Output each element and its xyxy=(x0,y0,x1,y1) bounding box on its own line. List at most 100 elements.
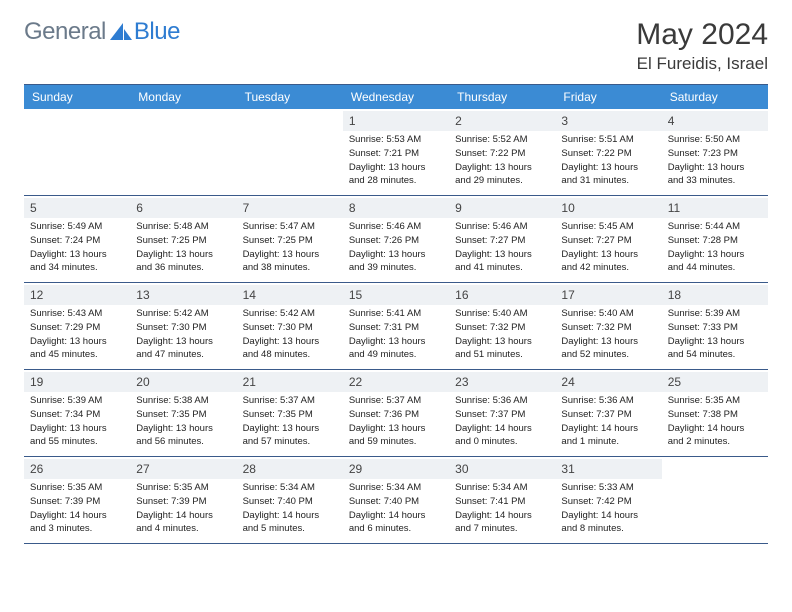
day-number: 26 xyxy=(30,462,43,476)
day-cell: 27Sunrise: 5:35 AMSunset: 7:39 PMDayligh… xyxy=(130,457,236,543)
day-cell: 12Sunrise: 5:43 AMSunset: 7:29 PMDayligh… xyxy=(24,283,130,369)
sunset-line: Sunset: 7:27 PM xyxy=(455,234,549,248)
sunrise-line: Sunrise: 5:35 AM xyxy=(668,394,762,408)
day-cell: 6Sunrise: 5:48 AMSunset: 7:25 PMDaylight… xyxy=(130,196,236,282)
day-cell: 28Sunrise: 5:34 AMSunset: 7:40 PMDayligh… xyxy=(237,457,343,543)
day-cell: 20 Sunrise: 5:38 AMSunset: 7:35 PMDayligh… xyxy=(130,370,236,456)
sunrise-line: Sunrise: 5:39 AM xyxy=(668,307,762,321)
day-number: 27 xyxy=(136,462,149,476)
daylight-line: Daylight: 13 hours and 47 minutes. xyxy=(136,335,230,363)
day-number-row: 30 xyxy=(449,459,555,479)
sunset-line: Sunset: 7:25 PM xyxy=(136,234,230,248)
sunrise-line: Sunrise: 5:33 AM xyxy=(561,481,655,495)
daylight-line: Daylight: 13 hours and 54 minutes. xyxy=(668,335,762,363)
sunrise-line: Sunrise: 5:34 AM xyxy=(349,481,443,495)
daylight-line: Daylight: 13 hours and 33 minutes. xyxy=(668,161,762,189)
brand-part1: General xyxy=(24,18,106,46)
sunset-line: Sunset: 7:22 PM xyxy=(455,147,549,161)
day-number: 3 xyxy=(561,114,568,128)
sunrise-line: Sunrise: 5:46 AM xyxy=(349,220,443,234)
day-number-row: 15 xyxy=(343,285,449,305)
sunrise-line: Sunrise: 5:42 AM xyxy=(243,307,337,321)
day-number-row: 2 xyxy=(449,111,555,131)
weekday-header: Friday xyxy=(555,85,661,109)
day-cell: 5Sunrise: 5:49 AMSunset: 7:24 PMDaylight… xyxy=(24,196,130,282)
day-number: 24 xyxy=(561,375,574,389)
sunset-line: Sunset: 7:36 PM xyxy=(349,408,443,422)
weekday-header: Tuesday xyxy=(237,85,343,109)
sunrise-line: Sunrise: 5:38 AM xyxy=(136,394,230,408)
day-cell: 17Sunrise: 5:40 AMSunset: 7:32 PMDayligh… xyxy=(555,283,661,369)
empty-cell xyxy=(662,457,768,543)
day-cell: 11Sunrise: 5:44 AMSunset: 7:28 PMDayligh… xyxy=(662,196,768,282)
day-cell: 9Sunrise: 5:46 AMSunset: 7:27 PMDaylight… xyxy=(449,196,555,282)
header: General Blue May 2024 El Fureidis, Israe… xyxy=(24,18,768,74)
sunrise-line: Sunrise: 5:44 AM xyxy=(668,220,762,234)
sunset-line: Sunset: 7:33 PM xyxy=(668,321,762,335)
month-title: May 2024 xyxy=(636,18,768,52)
day-cell: 23Sunrise: 5:36 AMSunset: 7:37 PMDayligh… xyxy=(449,370,555,456)
calendar-week: 12Sunrise: 5:43 AMSunset: 7:29 PMDayligh… xyxy=(24,283,768,370)
day-cell: 25Sunrise: 5:35 AMSunset: 7:38 PMDayligh… xyxy=(662,370,768,456)
sunset-line: Sunset: 7:35 PM xyxy=(243,408,337,422)
brand-logo: General Blue xyxy=(24,18,180,46)
calendar-week: 19Sunrise: 5:39 AMSunset: 7:34 PMDayligh… xyxy=(24,370,768,457)
day-number-row: 18 xyxy=(662,285,768,305)
brand-sail-icon xyxy=(110,23,132,41)
day-number-row: 3 xyxy=(555,111,661,131)
daylight-line: Daylight: 14 hours and 2 minutes. xyxy=(668,422,762,450)
day-cell: 30Sunrise: 5:34 AMSunset: 7:41 PMDayligh… xyxy=(449,457,555,543)
day-cell: 15Sunrise: 5:41 AMSunset: 7:31 PMDayligh… xyxy=(343,283,449,369)
sunrise-line: Sunrise: 5:35 AM xyxy=(136,481,230,495)
daylight-line: Daylight: 14 hours and 0 minutes. xyxy=(455,422,549,450)
day-number-row: 13 xyxy=(130,285,236,305)
day-number-row: 9 xyxy=(449,198,555,218)
calendar-week: 1Sunrise: 5:53 AMSunset: 7:21 PMDaylight… xyxy=(24,109,768,196)
day-number: 8 xyxy=(349,201,356,215)
day-number-row: 20 xyxy=(130,372,236,392)
sunrise-line: Sunrise: 5:45 AM xyxy=(561,220,655,234)
empty-cell xyxy=(237,109,343,195)
day-number-row: 4 xyxy=(662,111,768,131)
sunrise-line: Sunrise: 5:53 AM xyxy=(349,133,443,147)
daylight-line: Daylight: 13 hours and 59 minutes. xyxy=(349,422,443,450)
daylight-line: Daylight: 13 hours and 29 minutes. xyxy=(455,161,549,189)
weekday-header-row: SundayMondayTuesdayWednesdayThursdayFrid… xyxy=(24,85,768,109)
day-number-row: 27 xyxy=(130,459,236,479)
day-cell: 3Sunrise: 5:51 AMSunset: 7:22 PMDaylight… xyxy=(555,109,661,195)
sunset-line: Sunset: 7:32 PM xyxy=(455,321,549,335)
day-number: 18 xyxy=(668,288,681,302)
sunset-line: Sunset: 7:31 PM xyxy=(349,321,443,335)
empty-cell xyxy=(24,109,130,195)
day-number-row: 22 xyxy=(343,372,449,392)
day-cell: 22Sunrise: 5:37 AMSunset: 7:36 PMDayligh… xyxy=(343,370,449,456)
calendar-week: 5Sunrise: 5:49 AMSunset: 7:24 PMDaylight… xyxy=(24,196,768,283)
sunset-line: Sunset: 7:35 PM xyxy=(136,408,230,422)
sunrise-line: Sunrise: 5:46 AM xyxy=(455,220,549,234)
daylight-line: Daylight: 13 hours and 56 minutes. xyxy=(136,422,230,450)
day-number: 22 xyxy=(349,375,362,389)
sunrise-line: Sunrise: 5:49 AM xyxy=(30,220,124,234)
sunset-line: Sunset: 7:26 PM xyxy=(349,234,443,248)
day-number: 19 xyxy=(30,375,43,389)
day-number-row: 14 xyxy=(237,285,343,305)
sunset-line: Sunset: 7:21 PM xyxy=(349,147,443,161)
day-cell: 14Sunrise: 5:42 AMSunset: 7:30 PMDayligh… xyxy=(237,283,343,369)
day-number-row: 21 xyxy=(237,372,343,392)
sunrise-line: Sunrise: 5:51 AM xyxy=(561,133,655,147)
sunset-line: Sunset: 7:24 PM xyxy=(30,234,124,248)
daylight-line: Daylight: 13 hours and 57 minutes. xyxy=(243,422,337,450)
sunset-line: Sunset: 7:38 PM xyxy=(668,408,762,422)
sunset-line: Sunset: 7:34 PM xyxy=(30,408,124,422)
sunset-line: Sunset: 7:28 PM xyxy=(668,234,762,248)
day-cell: 10Sunrise: 5:45 AMSunset: 7:27 PMDayligh… xyxy=(555,196,661,282)
sunset-line: Sunset: 7:37 PM xyxy=(561,408,655,422)
day-number: 7 xyxy=(243,201,250,215)
day-number-row: 17 xyxy=(555,285,661,305)
daylight-line: Daylight: 14 hours and 5 minutes. xyxy=(243,509,337,537)
day-number: 12 xyxy=(30,288,43,302)
day-number-row: 5 xyxy=(24,198,130,218)
day-cell: 8Sunrise: 5:46 AMSunset: 7:26 PMDaylight… xyxy=(343,196,449,282)
day-number-row: 6 xyxy=(130,198,236,218)
day-cell: 29Sunrise: 5:34 AMSunset: 7:40 PMDayligh… xyxy=(343,457,449,543)
